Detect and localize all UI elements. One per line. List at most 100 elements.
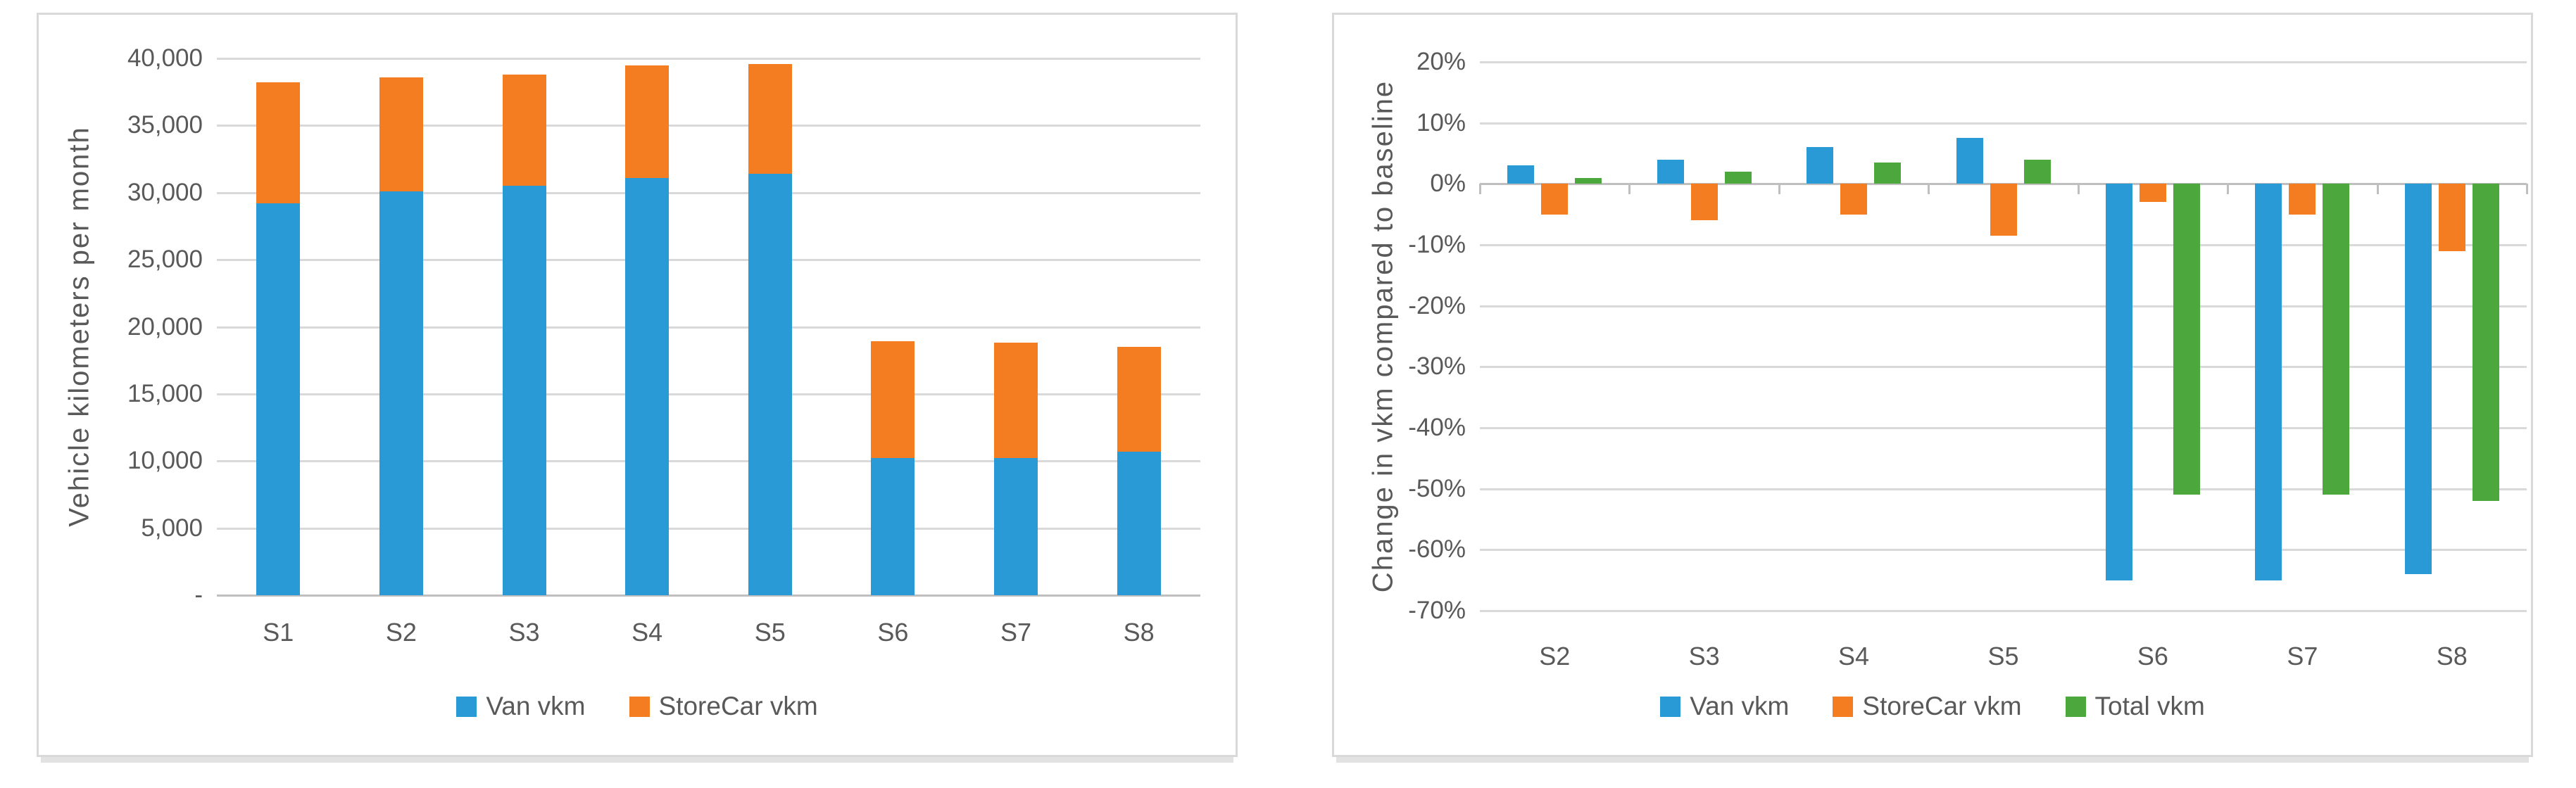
legend-label: StoreCar vkm — [1862, 692, 2022, 720]
bar-storecar-vkm-S2 — [379, 77, 423, 191]
x-category-label-S5: S5 — [754, 618, 786, 647]
x-category-label-S2: S2 — [385, 618, 417, 647]
bar-storecar-vkm-S5 — [748, 63, 792, 174]
bar-van-vkm-S4 — [1807, 147, 1834, 184]
y-tick-label: - — [194, 581, 203, 609]
legend: Van vkm StoreCar vkm Total vkm — [1334, 692, 2531, 721]
bar-van-vkm-S6 — [2105, 184, 2132, 580]
x-category-label-S3: S3 — [508, 618, 540, 647]
x-category-label-S6: S6 — [877, 618, 909, 647]
bar-total-vkm-S8 — [2472, 184, 2499, 501]
y-tick-label: 20,000 — [127, 312, 203, 341]
bar-total-vkm-S4 — [1874, 163, 1902, 184]
bar-van-vkm-S3 — [502, 186, 546, 595]
y-axis-title: Change in vkm compared to baseline — [1367, 80, 1399, 593]
bar-van-vkm-S7 — [2255, 184, 2282, 580]
bar-storecar-vkm-S8 — [2438, 184, 2465, 251]
plot-area — [1479, 61, 2528, 612]
bar-van-vkm-S8 — [1117, 451, 1161, 595]
x-axis-tick — [1928, 184, 1930, 195]
gridline-15,000 — [217, 393, 1200, 395]
y-tick-label: 35,000 — [127, 111, 203, 139]
gridline-20,000 — [217, 326, 1200, 329]
bar-storecar-vkm-S2 — [1541, 184, 1569, 215]
gridline-30,000 — [217, 191, 1200, 194]
bar-storecar-vkm-S5 — [1990, 184, 2017, 236]
bar-van-vkm-S2 — [1507, 165, 1535, 184]
x-category-label-S5: S5 — [1987, 642, 2019, 671]
gridline--30% — [1480, 366, 2527, 369]
bar-van-vkm-S3 — [1657, 159, 1684, 184]
x-axis-tick — [1778, 184, 1780, 195]
legend-marker-icon — [456, 696, 477, 717]
bar-van-vkm-S8 — [2404, 184, 2432, 574]
gridline--70% — [1480, 610, 2527, 612]
y-tick-label: -60% — [1408, 535, 1466, 564]
gridline-20% — [1480, 61, 2527, 63]
gridline-5,000 — [217, 527, 1200, 530]
x-axis-tick — [2227, 184, 2230, 195]
y-tick-label: -50% — [1408, 474, 1466, 502]
legend-marker-icon — [1833, 696, 1854, 717]
legend-marker-icon — [629, 696, 650, 717]
bar-storecar-vkm-S6 — [871, 341, 915, 459]
bar-storecar-vkm-S1 — [256, 82, 301, 203]
x-category-label-S4: S4 — [632, 618, 663, 647]
legend-marker-icon — [1660, 696, 1681, 717]
bar-total-vkm-S2 — [1575, 177, 1602, 184]
bar-van-vkm-S4 — [625, 177, 670, 595]
bar-van-vkm-S2 — [379, 191, 423, 595]
x-axis-tick — [1628, 184, 1631, 195]
legend-label: StoreCar vkm — [658, 692, 818, 720]
gridline--20% — [1480, 305, 2527, 307]
y-tick-label: 15,000 — [127, 379, 203, 407]
gridline--10% — [1480, 244, 2527, 246]
legend-item-van-vkm: Van vkm — [456, 692, 586, 721]
y-tick-label: 10,000 — [127, 447, 203, 475]
bar-storecar-vkm-S8 — [1117, 347, 1161, 452]
gridline--50% — [1480, 488, 2527, 490]
bar-storecar-vkm-S6 — [2139, 184, 2166, 203]
x-axis-tick — [2526, 184, 2528, 195]
legend-item-storecar-vkm: StoreCar vkm — [629, 692, 818, 721]
bar-storecar-vkm-S4 — [625, 65, 670, 178]
bar-total-vkm-S6 — [2173, 184, 2200, 495]
y-tick-label: -20% — [1408, 291, 1466, 319]
x-category-label-S6: S6 — [2137, 642, 2168, 671]
bar-total-vkm-S5 — [2023, 159, 2051, 184]
x-category-label-S8: S8 — [2436, 642, 2468, 671]
gridline-25,000 — [217, 259, 1200, 262]
x-category-label-S2: S2 — [1539, 642, 1571, 671]
x-axis-tick — [1479, 184, 1481, 195]
legend-label: Van vkm — [1690, 692, 1790, 720]
gridline-40,000 — [217, 58, 1200, 60]
legend: Van vkm StoreCar vkm — [39, 692, 1236, 721]
vkm-per-month-chart-panel: Vehicle kilometers per month Van vkm Stor… — [37, 13, 1238, 757]
bar-van-vkm-S7 — [994, 458, 1038, 595]
y-tick-label: 10% — [1416, 108, 1466, 136]
bar-van-vkm-S6 — [871, 458, 915, 595]
x-axis-line — [217, 595, 1200, 597]
gridline--60% — [1480, 549, 2527, 552]
bar-van-vkm-S5 — [748, 174, 792, 595]
x-category-label-S4: S4 — [1838, 642, 1870, 671]
y-tick-label: 5,000 — [141, 514, 203, 542]
bar-storecar-vkm-S3 — [502, 74, 546, 186]
x-category-label-S7: S7 — [1000, 618, 1032, 647]
y-tick-label: 0% — [1430, 170, 1466, 198]
y-tick-label: 40,000 — [127, 44, 203, 72]
legend-label: Total vkm — [2094, 692, 2205, 720]
vkm-change-chart-panel: Change in vkm compared to baseline Van v… — [1332, 13, 2533, 757]
x-axis-tick — [2077, 184, 2080, 195]
bar-storecar-vkm-S4 — [1840, 184, 1868, 215]
x-axis-tick — [2376, 184, 2379, 195]
bar-storecar-vkm-S7 — [2289, 184, 2316, 215]
x-category-label-S7: S7 — [2287, 642, 2318, 671]
bar-total-vkm-S3 — [1724, 172, 1752, 184]
legend-item-storecar-vkm: StoreCar vkm — [1833, 692, 2022, 721]
bar-van-vkm-S5 — [1956, 138, 1983, 184]
gridline-10,000 — [217, 460, 1200, 463]
y-tick-label: 30,000 — [127, 178, 203, 206]
y-tick-label: -30% — [1408, 352, 1466, 381]
